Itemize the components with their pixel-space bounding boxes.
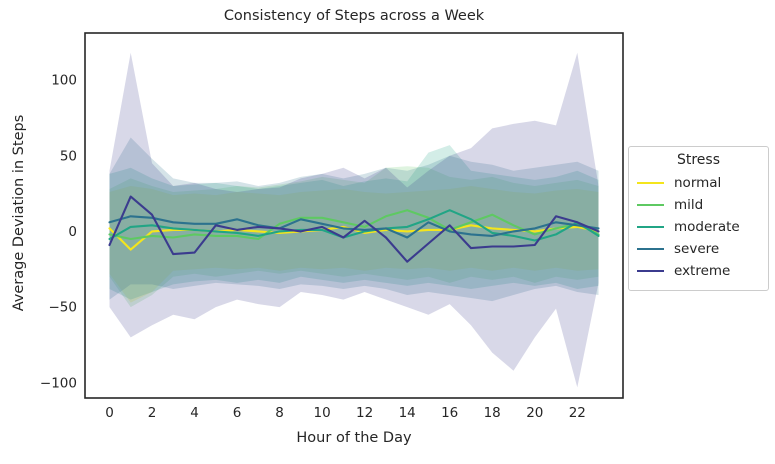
legend-line-swatch xyxy=(637,182,664,184)
x-tick-label: 14 xyxy=(399,405,416,421)
x-tick-label: 22 xyxy=(569,405,586,421)
legend: Stress normal mild moderate severe extre… xyxy=(628,146,769,291)
legend-item-mild: mild xyxy=(637,194,760,216)
legend-line-swatch xyxy=(637,226,664,228)
legend-label: severe xyxy=(674,241,720,257)
x-tick-label: 10 xyxy=(314,405,331,421)
y-tick-label: −100 xyxy=(40,375,77,391)
y-tick-label: 0 xyxy=(68,224,77,240)
x-tick-label: 16 xyxy=(441,405,458,421)
band-normal xyxy=(109,186,599,303)
series-line-extreme xyxy=(108,195,600,263)
legend-line-swatch xyxy=(637,204,664,206)
y-axis-label: Average Deviation in Steps xyxy=(11,114,27,312)
band-mild xyxy=(109,166,599,308)
legend-line-swatch xyxy=(637,270,664,272)
band-extreme xyxy=(109,52,599,388)
legend-item-extreme: extreme xyxy=(637,260,760,282)
x-tick-label: 4 xyxy=(190,405,199,421)
y-tick-label: −50 xyxy=(49,300,78,316)
x-axis-label: Hour of the Day xyxy=(296,430,412,446)
y-tick-label: 100 xyxy=(51,73,77,89)
legend-label: mild xyxy=(674,197,704,213)
x-tick-label: 20 xyxy=(526,405,543,421)
x-tick-label: 12 xyxy=(356,405,373,421)
x-tick-label: 8 xyxy=(275,405,284,421)
legend-item-normal: normal xyxy=(637,172,760,194)
legend-label: normal xyxy=(674,175,722,191)
series-line-moderate xyxy=(108,209,600,242)
x-tick-label: 0 xyxy=(105,405,114,421)
band-moderate xyxy=(109,145,599,300)
legend-label: moderate xyxy=(674,219,740,235)
legend-title: Stress xyxy=(676,152,721,168)
axes-spines xyxy=(84,32,624,399)
legend-line-swatch xyxy=(637,248,664,250)
x-tick-label: 2 xyxy=(148,405,157,421)
chart-title: Consistency of Steps across a Week xyxy=(223,8,485,24)
legend-item-severe: severe xyxy=(637,238,760,260)
y-tick-label: 50 xyxy=(60,148,77,164)
series-line-mild xyxy=(108,209,600,241)
legend-label: extreme xyxy=(674,263,731,279)
x-tick-label: 18 xyxy=(484,405,501,421)
x-tick-label: 6 xyxy=(233,405,242,421)
legend-item-moderate: moderate xyxy=(637,216,760,238)
band-severe xyxy=(109,137,599,302)
